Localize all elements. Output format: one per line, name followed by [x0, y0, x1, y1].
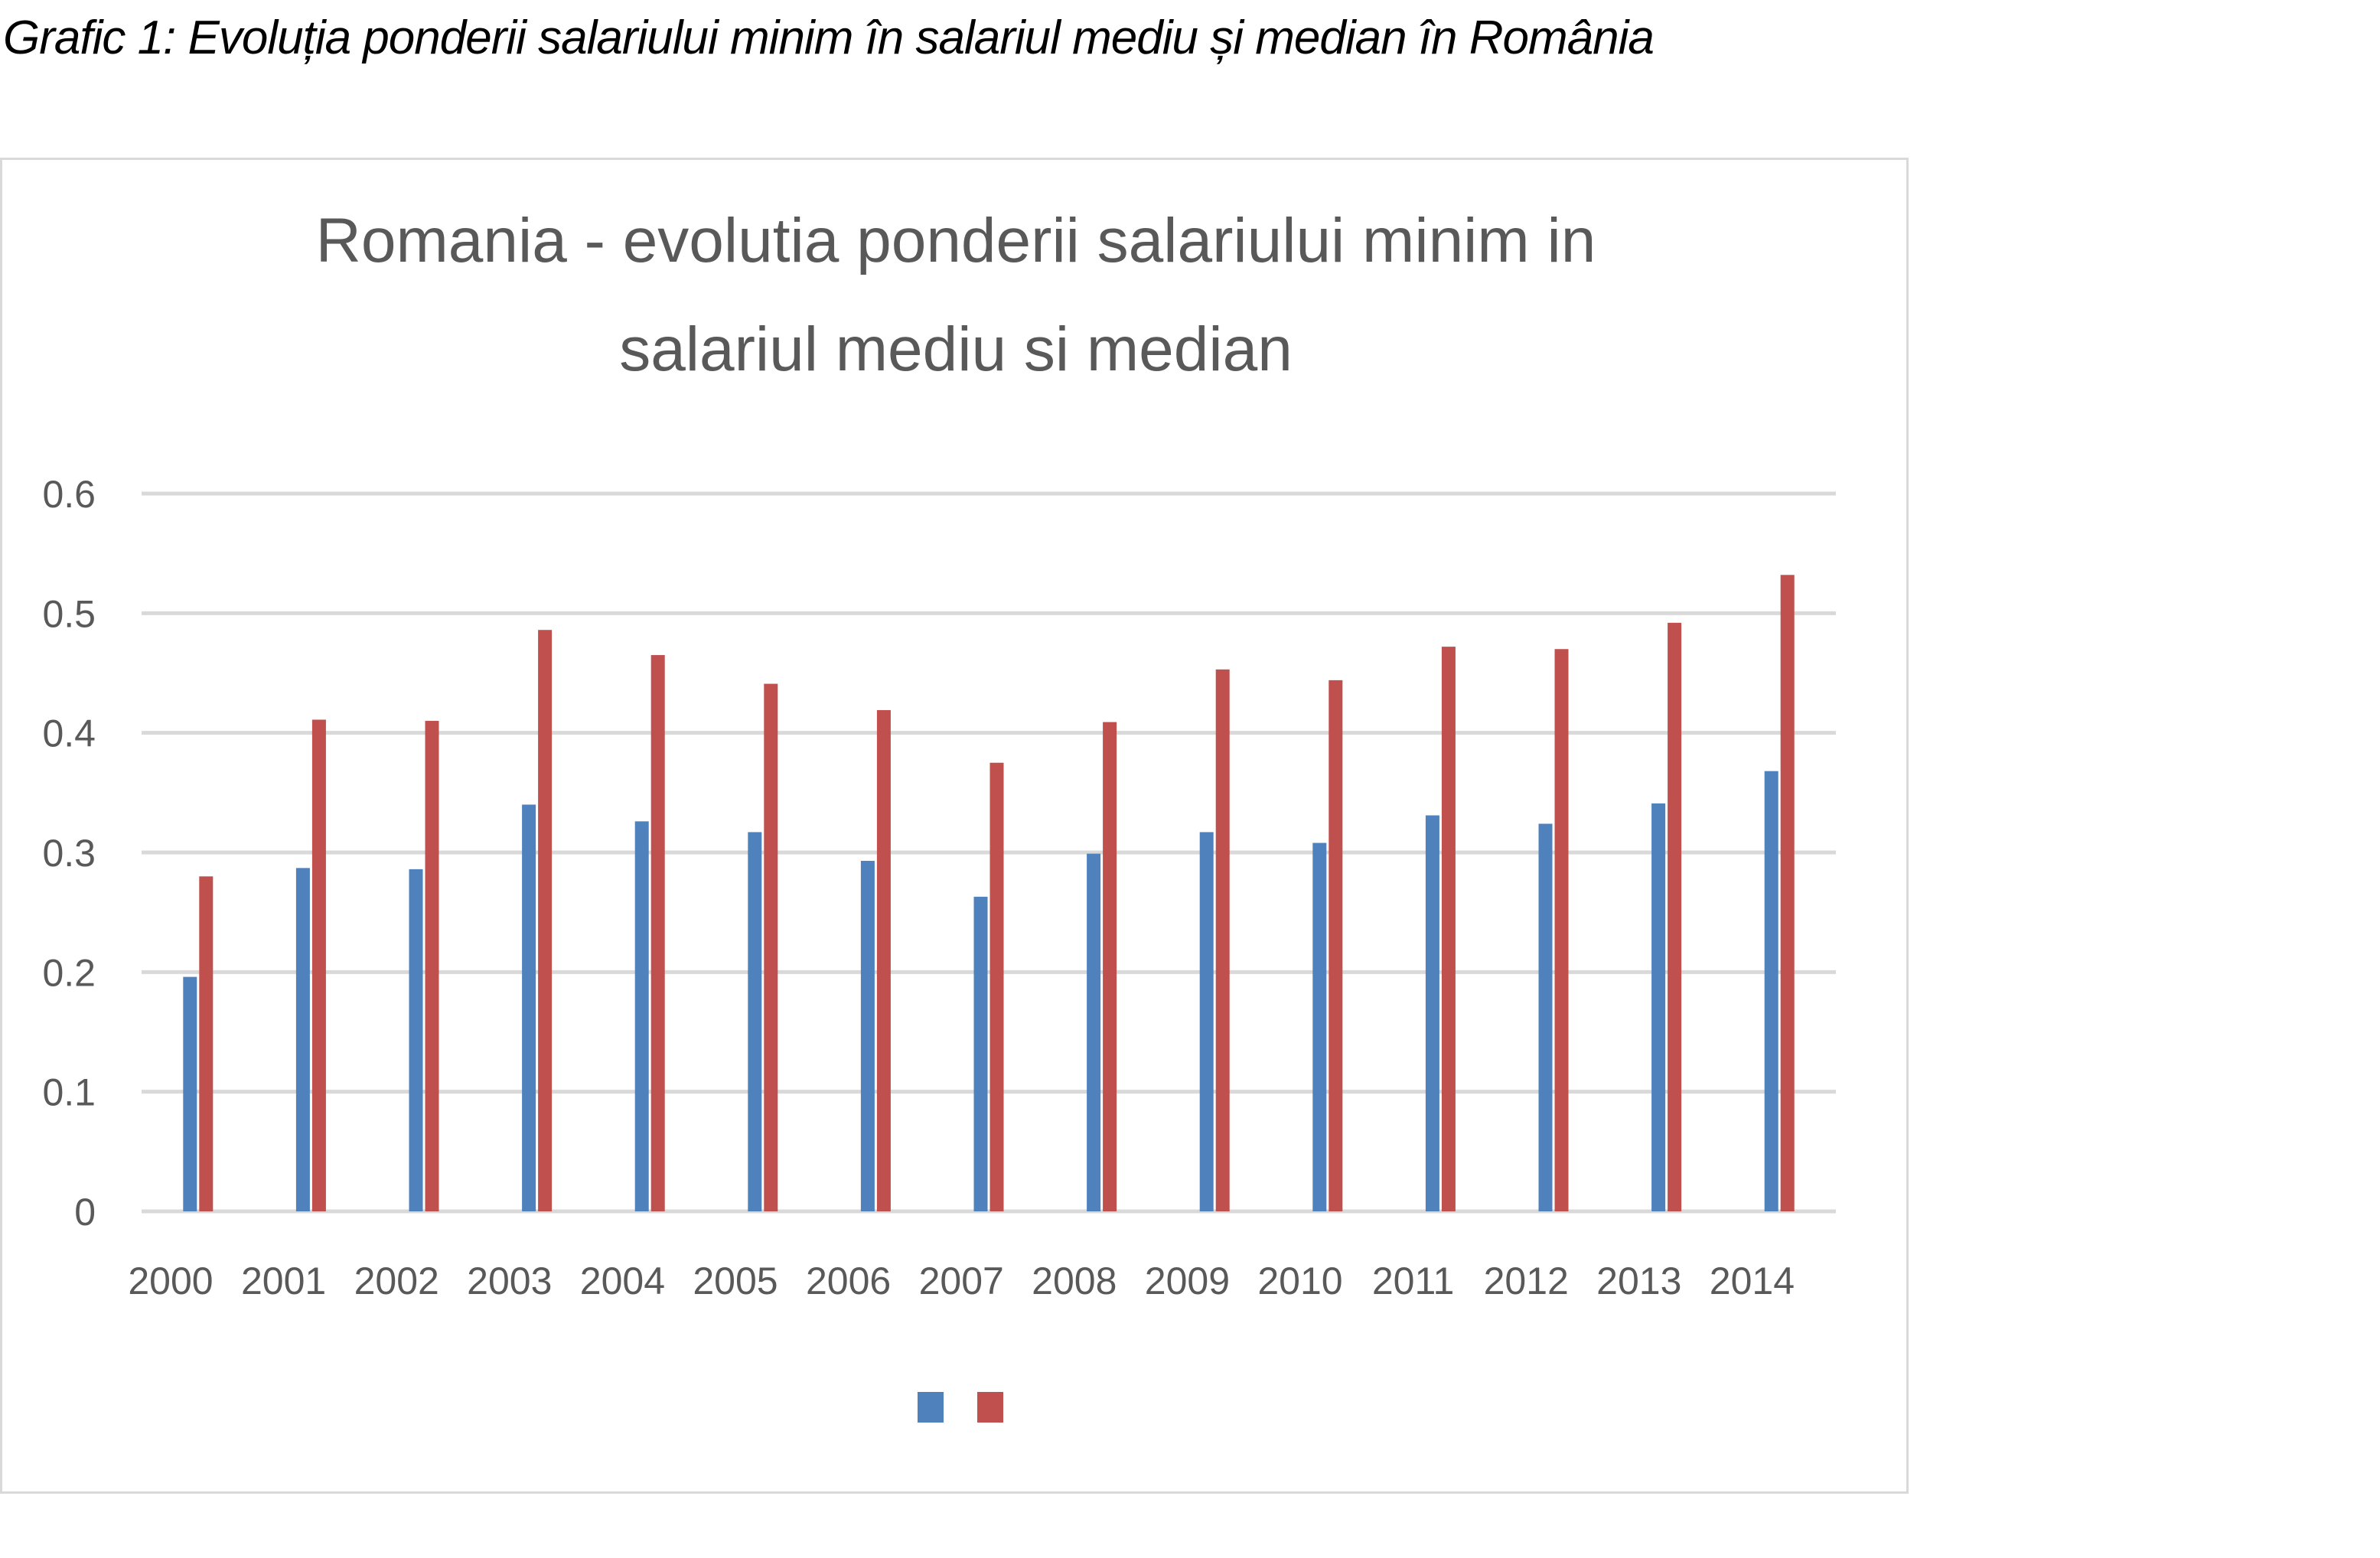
- x-tick-label: 2001: [241, 1260, 326, 1302]
- bar-series-2: [1103, 722, 1117, 1211]
- bar-series-2: [989, 762, 1004, 1211]
- x-tick-label: 2011: [1372, 1260, 1455, 1302]
- x-tick-label: 2005: [693, 1260, 778, 1302]
- bar-series-1: [973, 896, 988, 1211]
- x-tick-label: 2002: [354, 1260, 439, 1302]
- x-tick-label: 2009: [1145, 1260, 1230, 1302]
- bar-series-1: [748, 832, 762, 1211]
- bar-series-1: [1312, 843, 1327, 1211]
- bar-series-1: [1425, 815, 1439, 1211]
- bar-series-1: [634, 821, 649, 1211]
- y-tick-label: 0.3: [42, 832, 96, 875]
- bar-series-2: [311, 719, 326, 1211]
- x-tick-label: 2010: [1257, 1260, 1342, 1302]
- bar-series-2: [1329, 680, 1343, 1211]
- bar-series-1: [1651, 803, 1666, 1211]
- bar-series-2: [425, 721, 439, 1211]
- y-tick-label: 0: [74, 1191, 96, 1234]
- figure-caption: Grafic 1: Evoluția ponderii salariului m…: [3, 11, 1655, 64]
- chart-frame: Romania - evolutia ponderii salariului m…: [0, 158, 1909, 1494]
- chart-title-line-1: Romania - evolutia ponderii salariului m…: [316, 206, 1596, 275]
- bar-series-2: [1668, 622, 1682, 1211]
- x-tick-label: 2014: [1710, 1260, 1795, 1302]
- bar-series-2: [538, 630, 553, 1211]
- bar-series-2: [650, 655, 665, 1211]
- bar-series-2: [1215, 669, 1230, 1211]
- bar-series-2: [1441, 647, 1456, 1211]
- bar-series-1: [1087, 853, 1101, 1211]
- legend: [918, 1392, 1003, 1423]
- bar-series-2: [1780, 575, 1795, 1211]
- bar-series-2: [876, 709, 891, 1211]
- bars: [183, 575, 1795, 1211]
- x-tick-label: 2007: [919, 1260, 1004, 1302]
- bar-chart: Romania - evolutia ponderii salariului m…: [42, 206, 1836, 1423]
- y-axis-tick-labels: 0 0.1 0.2 0.3 0.4 0.5 0.6: [42, 473, 96, 1234]
- x-tick-label: 2006: [806, 1260, 891, 1302]
- gridlines: [142, 491, 1836, 1214]
- y-tick-label: 0.2: [42, 951, 96, 994]
- bar-series-1: [295, 868, 310, 1211]
- bar-series-1: [522, 804, 536, 1211]
- bar-series-1: [1538, 823, 1553, 1211]
- y-tick-label: 0.5: [42, 592, 96, 635]
- x-tick-label: 2008: [1032, 1260, 1117, 1302]
- x-tick-label: 2013: [1596, 1260, 1681, 1302]
- legend-swatch: [918, 1392, 944, 1423]
- x-axis-tick-labels: 2000 2001 2002 2003 2004 2005 2006 2007 2008 2009…: [128, 1260, 1795, 1302]
- legend-swatch: [977, 1392, 1003, 1423]
- bar-series-1: [1764, 771, 1778, 1211]
- x-tick-label: 2004: [580, 1260, 665, 1302]
- chart-title-line-2: salariul mediu si median: [619, 315, 1293, 384]
- bar-series-1: [183, 976, 197, 1211]
- x-tick-label: 2012: [1484, 1260, 1569, 1302]
- bar-series-2: [1554, 649, 1569, 1211]
- bar-series-1: [1199, 832, 1214, 1211]
- x-tick-label: 2003: [467, 1260, 552, 1302]
- bar-series-1: [860, 860, 875, 1211]
- y-tick-label: 0.6: [42, 473, 96, 516]
- x-tick-label: 2000: [128, 1260, 213, 1302]
- bar-series-1: [409, 869, 423, 1211]
- y-tick-label: 0.4: [42, 712, 96, 755]
- bar-series-2: [764, 683, 778, 1211]
- bar-series-2: [199, 876, 214, 1211]
- y-tick-label: 0.1: [42, 1071, 96, 1114]
